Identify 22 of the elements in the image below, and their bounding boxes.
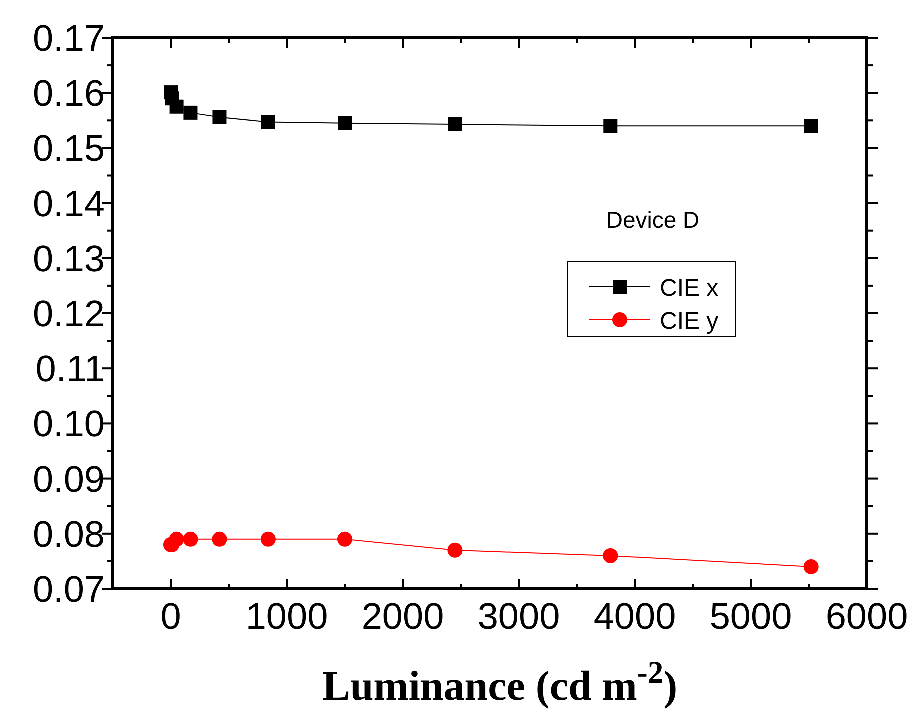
y-tick-label: 0.07 bbox=[32, 569, 105, 610]
x-tick-label: 0 bbox=[160, 596, 182, 637]
y-tick-label: 0.16 bbox=[32, 73, 105, 114]
y-tick-label: 0.13 bbox=[32, 238, 105, 280]
legend-label: CIE y bbox=[660, 308, 719, 335]
y-tick-label: 0.17 bbox=[32, 18, 105, 59]
x-tick-label: 1000 bbox=[246, 596, 328, 637]
x-tick-label: 6000 bbox=[826, 596, 908, 637]
y-tick-label: 0.15 bbox=[32, 128, 105, 170]
x-tick-label: 2000 bbox=[362, 596, 444, 637]
y-tick-label: 0.11 bbox=[36, 348, 105, 390]
legend-label: CIE x bbox=[660, 275, 719, 302]
x-tick-label: 5000 bbox=[710, 596, 792, 637]
y-tick-label: 0.10 bbox=[32, 404, 105, 445]
x-tick-label: 4000 bbox=[594, 596, 676, 637]
y-tick-label: 0.09 bbox=[32, 458, 105, 500]
annotation: Device D bbox=[606, 207, 700, 233]
y-tick-label: 0.08 bbox=[32, 514, 105, 555]
y-tick-label: 0.14 bbox=[32, 183, 105, 224]
x-tick-label: 3000 bbox=[478, 596, 560, 637]
y-tick-label: 0.12 bbox=[32, 294, 105, 334]
x-axis-title: Luminance (cd m$^{-2}$) bbox=[322, 654, 678, 710]
